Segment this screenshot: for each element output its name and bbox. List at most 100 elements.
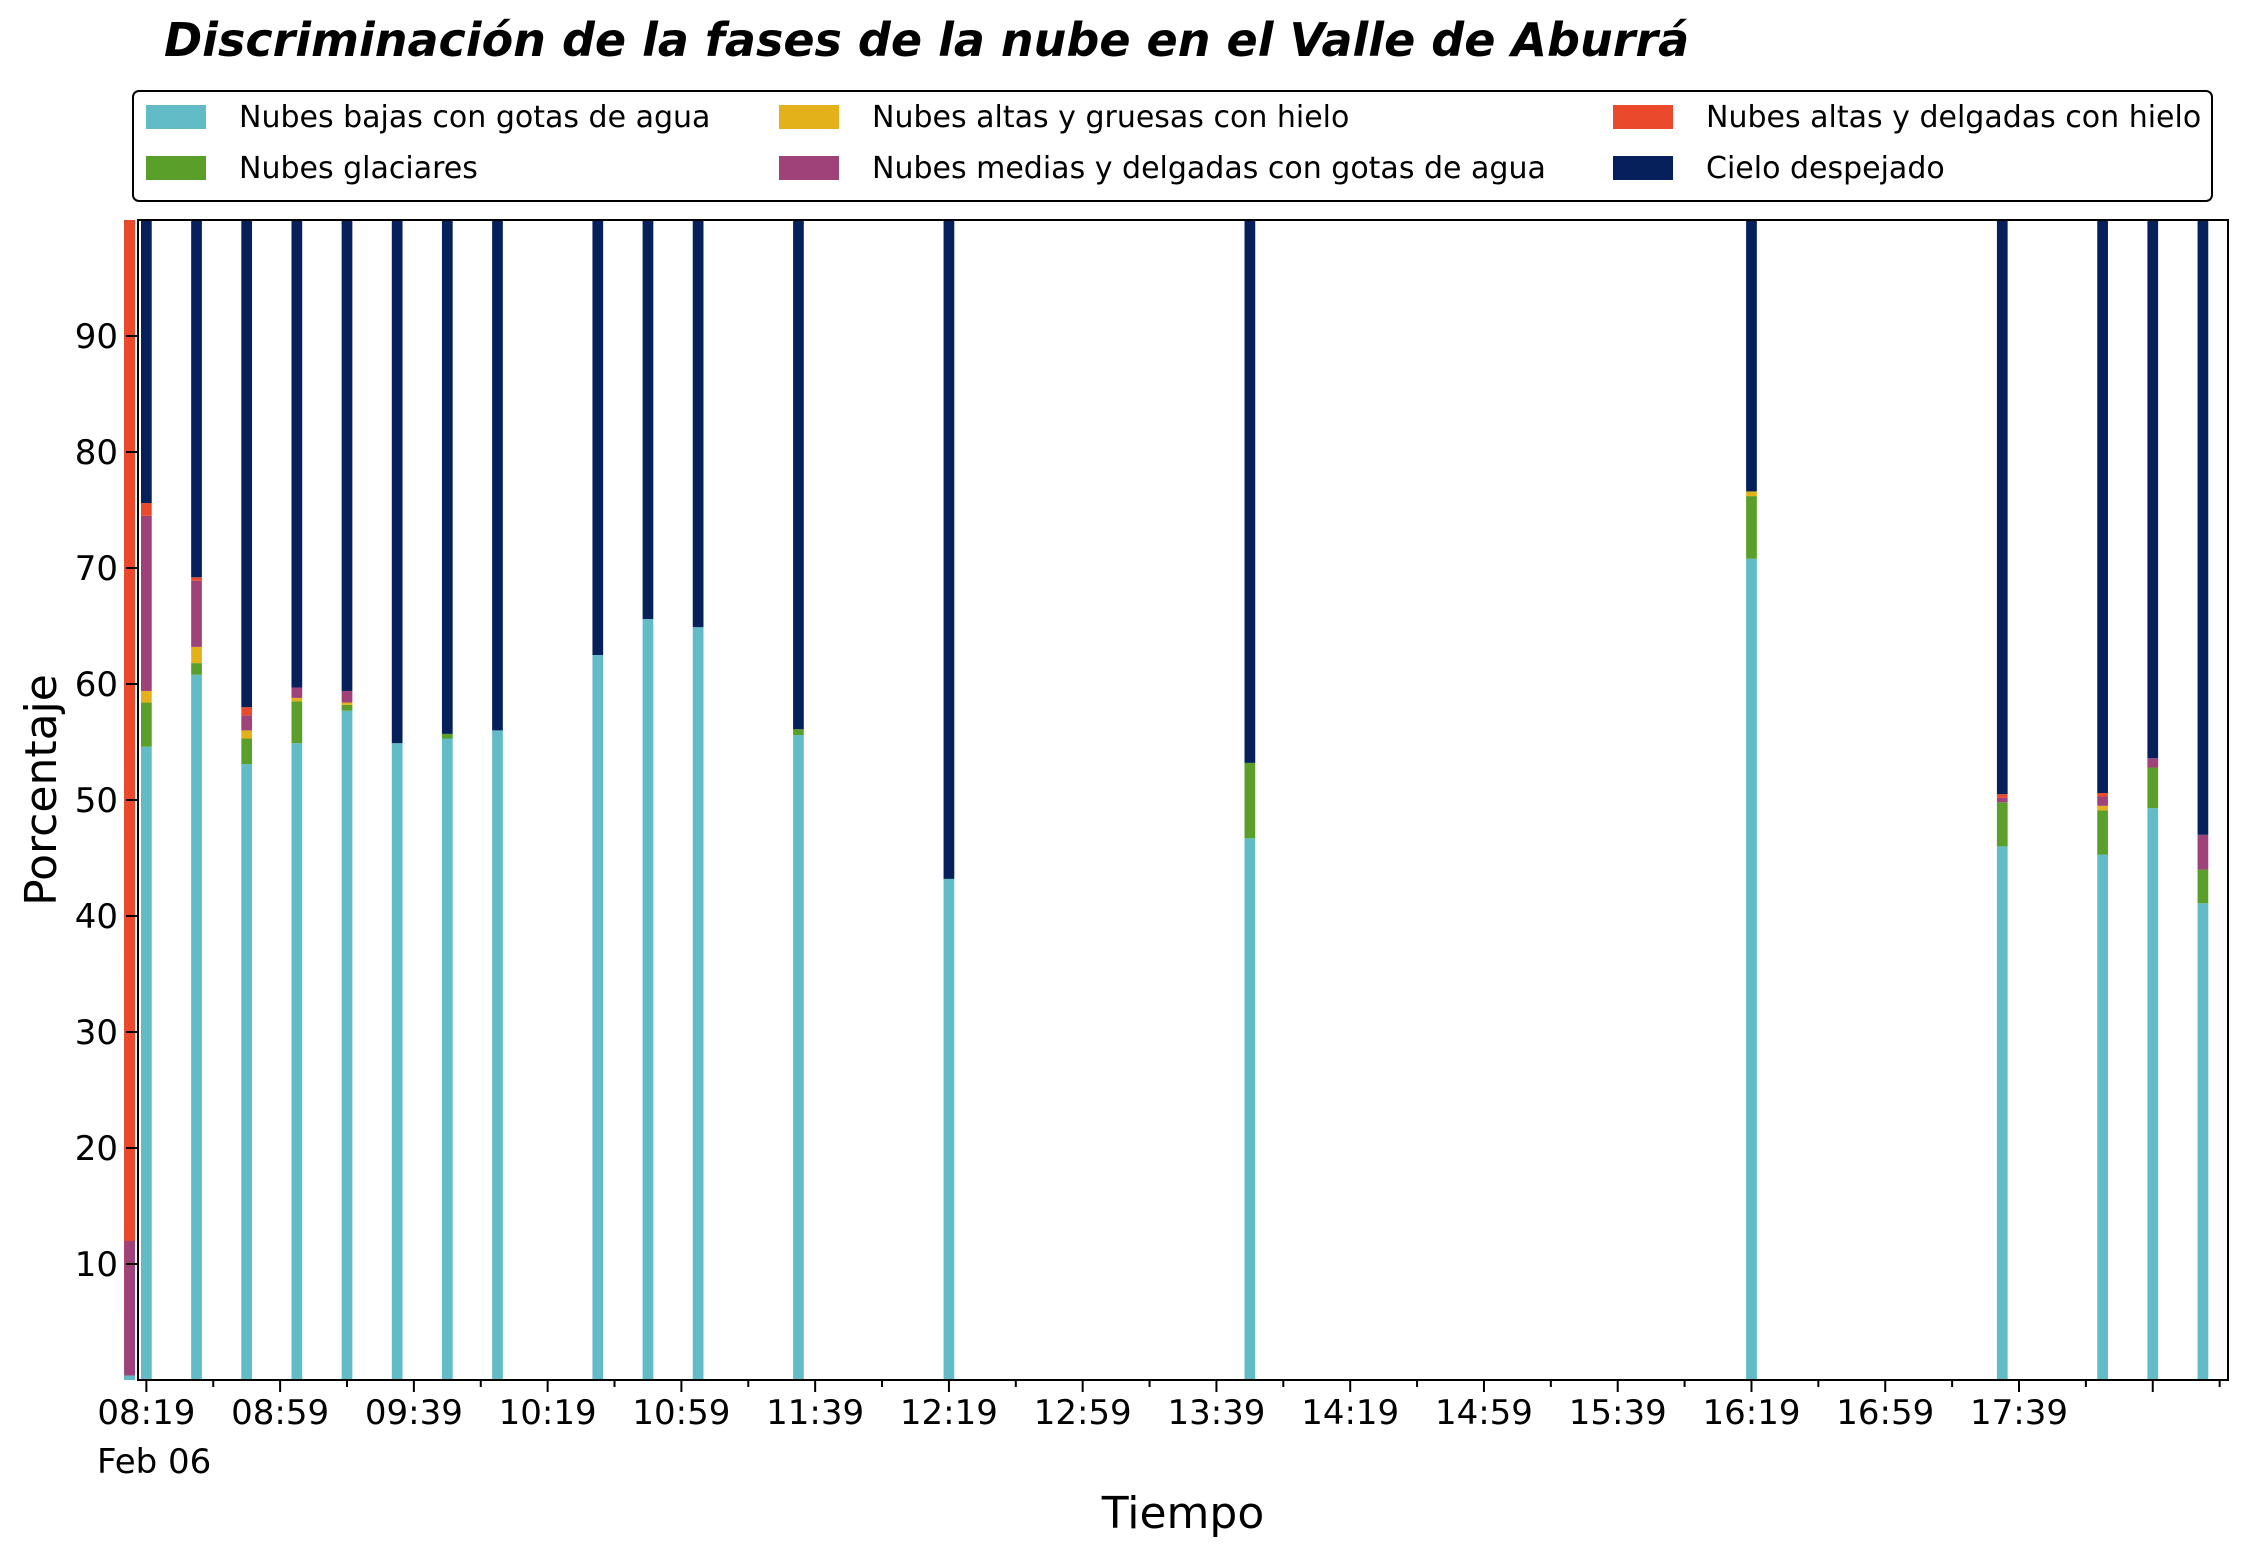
bar-segment-nubes-bajas-con-gotas-de-agua xyxy=(642,619,654,1380)
bar-segment-cielo-despejado xyxy=(1996,220,2008,795)
bar-segment-nubes-altas-y-gruesas-con-hielo xyxy=(141,690,152,703)
bar-segment-nubes-medias-y-delgadas-con-gotas-de-agua xyxy=(191,580,202,647)
bar-0849 xyxy=(241,220,253,1380)
bar-0904 xyxy=(291,220,303,1380)
bar-segment-cielo-despejado xyxy=(241,220,253,708)
bar-segment-nubes-altas-y-delgadas-con-hielo xyxy=(191,577,202,581)
bar-segment-nubes-glaciares xyxy=(291,701,303,744)
bar-segment-nubes-glaciares xyxy=(793,729,804,736)
bar-0819 xyxy=(141,220,152,1380)
bar-segment-cielo-despejado xyxy=(793,220,804,730)
legend-swatch xyxy=(779,156,839,180)
x-tick-label: 10:19 xyxy=(499,1393,597,1433)
x-tick-label: 16:59 xyxy=(1836,1393,1934,1433)
bar-segment-cielo-despejado xyxy=(592,220,604,655)
legend-label: Nubes altas y gruesas con hielo xyxy=(872,100,1349,135)
bar-segment-nubes-bajas-con-gotas-de-agua xyxy=(124,1375,135,1380)
bar-segment-nubes-altas-y-delgadas-con-hielo xyxy=(124,220,135,1241)
bar-segment-nubes-medias-y-delgadas-con-gotas-de-agua xyxy=(2197,834,2209,870)
legend-label: Nubes bajas con gotas de agua xyxy=(239,100,710,135)
bar-segment-nubes-bajas-con-gotas-de-agua xyxy=(291,743,303,1380)
x-tick-label: 08:19 xyxy=(97,1393,195,1433)
x-date-label: Feb 06 xyxy=(97,1442,211,1482)
y-tick-label: 90 xyxy=(75,317,118,357)
x-tick-label: 11:39 xyxy=(766,1393,864,1433)
y-tick-label: 50 xyxy=(75,781,118,821)
bar-segment-cielo-despejado xyxy=(1244,220,1256,763)
bar-segment-nubes-glaciares xyxy=(1996,802,2008,847)
bar-segment-cielo-despejado xyxy=(1746,220,1757,492)
bar-segment-cielo-despejado xyxy=(141,220,152,504)
bar-segment-nubes-bajas-con-gotas-de-agua xyxy=(441,738,453,1380)
bar-segment-cielo-despejado xyxy=(2147,220,2159,759)
bar-segment-nubes-medias-y-delgadas-con-gotas-de-agua xyxy=(1996,797,2008,803)
bar-1049 xyxy=(642,220,654,1380)
bar-1004 xyxy=(492,220,503,1380)
legend-swatch xyxy=(1613,105,1673,129)
bar-segment-nubes-glaciares xyxy=(341,704,353,711)
bar-1034 xyxy=(592,220,604,1380)
bar-segment-cielo-despejado xyxy=(2197,220,2209,835)
x-tick-label: 14:59 xyxy=(1435,1393,1533,1433)
bar-segment-nubes-glaciares xyxy=(1244,762,1256,839)
bar-segment-nubes-medias-y-delgadas-con-gotas-de-agua xyxy=(2147,758,2159,768)
y-tick-label: 20 xyxy=(75,1129,118,1169)
bar-0934 xyxy=(391,220,403,1380)
bar-segment-nubes-medias-y-delgadas-con-gotas-de-agua xyxy=(141,515,152,691)
bar-segment-nubes-bajas-con-gotas-de-agua xyxy=(2197,903,2209,1380)
bar-segment-nubes-medias-y-delgadas-con-gotas-de-agua xyxy=(124,1240,135,1376)
bar-segment-nubes-altas-y-delgadas-con-hielo xyxy=(141,503,152,516)
x-tick-label: 16:19 xyxy=(1702,1393,1800,1433)
bar-segment-cielo-despejado xyxy=(492,220,503,731)
x-tick-label: 12:59 xyxy=(1034,1393,1132,1433)
legend-label: Nubes medias y delgadas con gotas de agu… xyxy=(872,151,1546,186)
y-axis-label: Porcentaje xyxy=(16,674,67,906)
bar-segment-nubes-medias-y-delgadas-con-gotas-de-agua xyxy=(2097,796,2108,806)
bar-segment-nubes-altas-y-gruesas-con-hielo xyxy=(341,702,353,705)
bar-segment-nubes-altas-y-delgadas-con-hielo xyxy=(241,707,253,716)
bar-segment-nubes-bajas-con-gotas-de-agua xyxy=(592,655,604,1380)
x-tick-label: 17:39 xyxy=(1970,1393,2068,1433)
legend-swatch xyxy=(779,105,839,129)
bar-segment-nubes-glaciares xyxy=(441,733,453,739)
bar-segment-nubes-bajas-con-gotas-de-agua xyxy=(793,735,804,1380)
legend-item-nubes-glaciares: Nubes glaciares xyxy=(146,151,478,186)
bar-segment-nubes-glaciares xyxy=(2197,869,2209,904)
legend-label: Nubes altas y delgadas con hielo xyxy=(1706,100,2201,135)
bar-segment-nubes-bajas-con-gotas-de-agua xyxy=(341,710,353,1380)
bar-segment-nubes-altas-y-gruesas-con-hielo xyxy=(191,646,202,664)
bar-1134 xyxy=(793,220,804,1380)
bar-1219 xyxy=(943,220,955,1380)
bar-segment-nubes-bajas-con-gotas-de-agua xyxy=(492,730,503,1380)
x-tick-label: 08:59 xyxy=(231,1393,329,1433)
legend-item-nubes-bajas-con-gotas-de-agua: Nubes bajas con gotas de agua xyxy=(146,100,710,135)
x-axis: 08:19 08:59 09:39 10:19 10:59 11:39 12:19 12:59… xyxy=(97,1380,2221,1433)
legend-swatch xyxy=(146,156,206,180)
y-tick-label: 30 xyxy=(75,1013,118,1053)
bar-segment-cielo-despejado xyxy=(441,220,453,734)
bar-segment-cielo-despejado xyxy=(341,220,353,691)
bar-2234 xyxy=(124,220,135,1380)
bar-segment-nubes-altas-y-gruesas-con-hielo xyxy=(291,697,303,702)
legend-label: Nubes glaciares xyxy=(239,151,478,186)
x-axis-label: Tiempo xyxy=(1101,1488,1265,1539)
x-tick-label: 10:59 xyxy=(632,1393,730,1433)
bar-segment-nubes-bajas-con-gotas-de-agua xyxy=(191,674,202,1380)
chart-title: Discriminación de la fases de la nube en… xyxy=(164,13,1689,67)
legend-label: Cielo despejado xyxy=(1706,151,1945,186)
legend-item-nubes-altas-y-gruesas-con-hielo: Nubes altas y gruesas con hielo xyxy=(779,100,1349,135)
bar-segment-cielo-despejado xyxy=(943,220,955,879)
y-tick-label: 80 xyxy=(75,433,118,473)
bar-segment-nubes-bajas-con-gotas-de-agua xyxy=(391,743,403,1380)
legend: Nubes bajas con gotas de agua Nubes altas… xyxy=(132,90,2213,202)
y-tick-label: 70 xyxy=(75,549,118,589)
legend-item-nubes-altas-y-delgadas-con-hielo: Nubes altas y delgadas con hielo xyxy=(1613,100,2201,135)
plot-area: 10 20 30 40 50 60 70 80 90 08:19 08:59 09:39 10:19 1… xyxy=(75,219,2229,1433)
bar-segment-cielo-despejado xyxy=(391,220,403,744)
bar-1349 xyxy=(1244,220,1256,1380)
bar-segment-nubes-glaciares xyxy=(1746,496,1757,559)
bar-segment-nubes-bajas-con-gotas-de-agua xyxy=(943,878,955,1380)
bar-1819 xyxy=(2147,220,2159,1380)
bar-0949 xyxy=(441,220,453,1380)
